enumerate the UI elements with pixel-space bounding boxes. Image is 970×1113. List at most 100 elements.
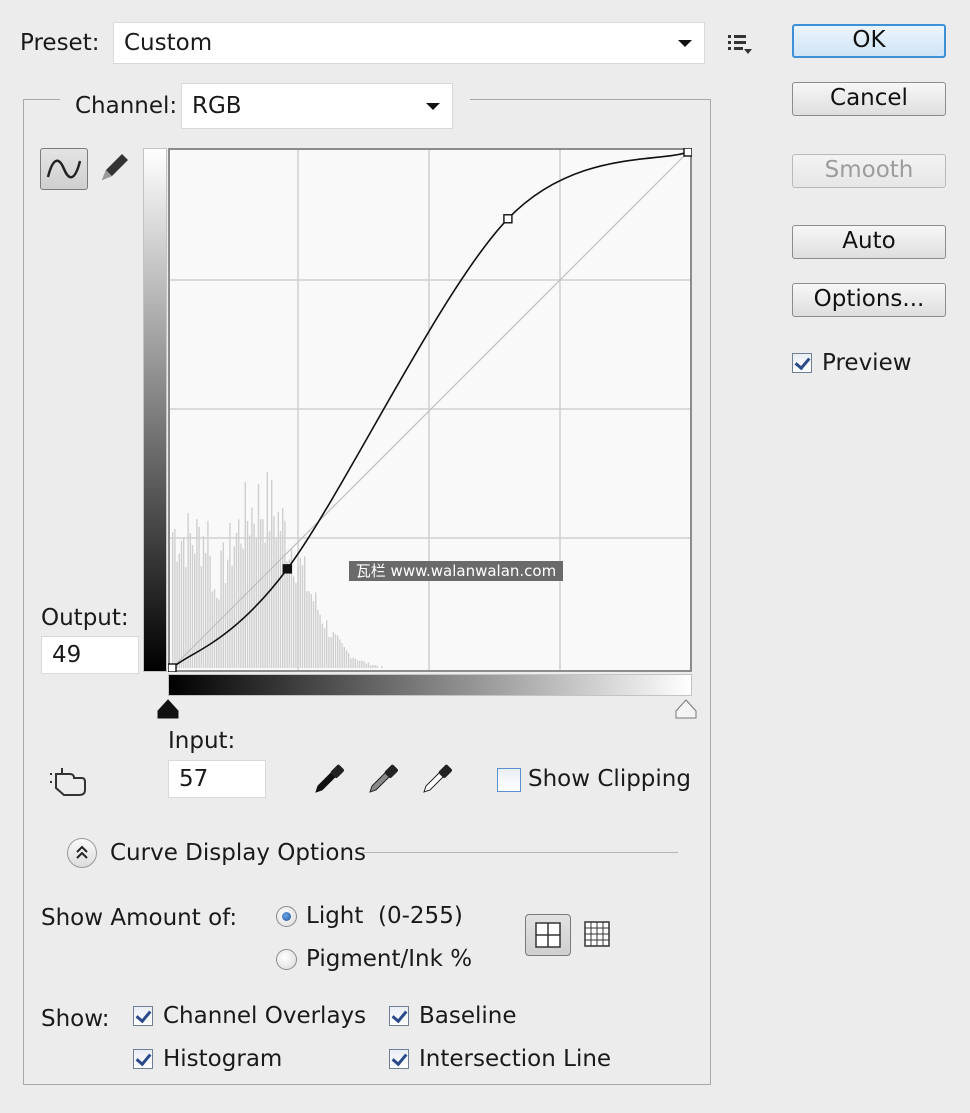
histogram-bar <box>244 482 246 668</box>
curve-display-options-toggle[interactable] <box>67 838 97 868</box>
input-label: Input: <box>168 728 236 754</box>
histogram-bar <box>249 535 251 668</box>
histogram-bar <box>328 636 330 668</box>
histogram-bar <box>315 592 317 668</box>
histogram-checkbox[interactable] <box>133 1049 153 1069</box>
histogram-bar <box>354 658 356 668</box>
histogram-bar <box>293 576 295 668</box>
histogram-bar <box>207 520 209 668</box>
pigment-label: Pigment/Ink % <box>306 946 473 972</box>
histogram-bar <box>282 508 284 668</box>
light-radio[interactable] <box>276 906 297 927</box>
histogram-bar <box>246 520 249 668</box>
black-eyedropper-icon[interactable] <box>312 762 346 796</box>
histogram-bar <box>337 635 339 668</box>
histogram-bar <box>213 589 216 668</box>
show-label: Show: <box>41 1006 110 1032</box>
preview-checkbox[interactable] <box>792 353 812 373</box>
smooth-button[interactable]: Smooth <box>792 154 946 188</box>
histogram-bar <box>372 665 374 668</box>
histogram-bar <box>273 516 275 668</box>
histogram-bar <box>290 549 293 668</box>
watermark: 瓦栏 www.walanwalan.com <box>349 561 563 581</box>
simple-grid-button[interactable] <box>525 914 571 956</box>
histogram-bar <box>187 513 189 668</box>
histogram-bar <box>359 660 361 668</box>
baseline-checkbox[interactable] <box>389 1006 409 1026</box>
pigment-radio[interactable] <box>276 949 297 970</box>
intersection-line-checkbox[interactable] <box>389 1049 409 1069</box>
gray-eyedropper-icon[interactable] <box>366 762 400 796</box>
histogram-bar <box>367 662 370 668</box>
histogram-bar <box>262 519 264 668</box>
histogram-bar <box>356 660 359 668</box>
ok-button[interactable]: OK <box>792 24 946 58</box>
channel-label: Channel: <box>75 93 178 119</box>
preview-label: Preview <box>822 350 912 376</box>
show-clipping-label: Show Clipping <box>528 766 691 792</box>
preset-menu-icon[interactable] <box>727 33 753 55</box>
histogram-bar <box>363 661 365 668</box>
histogram-bar <box>183 537 185 668</box>
channel-overlays-checkbox[interactable] <box>133 1006 153 1026</box>
histogram-bar <box>185 567 187 668</box>
histogram-bar <box>209 555 211 668</box>
output-field[interactable]: 49 <box>41 636 139 674</box>
histogram-label: Histogram <box>163 1046 283 1072</box>
pencil-icon[interactable] <box>96 150 130 186</box>
detailed-grid-icon[interactable] <box>583 920 611 948</box>
histogram-bar <box>361 660 363 668</box>
divider <box>362 852 678 853</box>
histogram-bar <box>255 537 257 668</box>
cancel-button[interactable]: Cancel <box>792 82 946 116</box>
histogram-bar <box>200 566 202 668</box>
histogram-bar <box>227 559 229 668</box>
white-eyedropper-icon[interactable] <box>420 762 454 796</box>
histogram-bar <box>323 628 326 668</box>
show-clipping-checkbox[interactable] <box>497 768 521 792</box>
channel-dropdown[interactable]: RGB <box>181 83 453 129</box>
histogram-bar <box>264 542 266 668</box>
output-label: Output: <box>41 605 129 631</box>
histogram-bar <box>242 548 244 668</box>
histogram-bar <box>330 637 332 668</box>
histogram-bar <box>196 519 198 668</box>
histogram-bar <box>271 479 273 668</box>
histogram-bar <box>326 620 328 668</box>
histogram-bar <box>306 591 308 668</box>
graph-gridlines <box>170 150 690 670</box>
histogram-bar <box>180 540 183 668</box>
histogram-bar <box>279 530 282 668</box>
curve-point[interactable] <box>503 214 513 224</box>
selected-curve-point[interactable] <box>282 564 293 574</box>
white-point-slider-icon[interactable] <box>674 698 698 720</box>
input-field[interactable]: 57 <box>168 760 266 798</box>
tone-curve <box>171 151 689 669</box>
histogram-bar <box>341 643 343 668</box>
histogram-bar <box>266 472 268 668</box>
baseline-label: Baseline <box>419 1003 517 1029</box>
curve-icon <box>46 159 82 179</box>
histogram-bar <box>231 565 233 668</box>
histogram-bar <box>348 652 350 668</box>
histogram-bar <box>334 633 337 668</box>
options-button[interactable]: Options... <box>792 283 946 317</box>
histogram-bar <box>240 543 242 668</box>
histogram-bar <box>288 559 290 668</box>
histogram-bar <box>295 582 297 668</box>
curve-point-tool-button[interactable] <box>40 148 88 190</box>
curve-graph-canvas[interactable] <box>168 148 692 672</box>
channel-value: RGB <box>192 93 242 119</box>
histogram-bar <box>332 631 334 668</box>
histogram-bar <box>374 665 376 668</box>
histogram-bar <box>310 594 312 668</box>
on-image-adjustment-hand-icon[interactable] <box>48 764 88 798</box>
curve-display-options-label: Curve Display Options <box>110 840 366 866</box>
curve-point[interactable] <box>683 148 692 157</box>
black-point-slider-icon[interactable] <box>156 698 180 720</box>
curve-point[interactable] <box>168 663 177 672</box>
auto-button[interactable]: Auto <box>792 225 946 259</box>
preset-dropdown[interactable]: Custom <box>113 22 705 64</box>
histogram-bar <box>284 520 286 668</box>
histogram-bar <box>343 647 345 668</box>
